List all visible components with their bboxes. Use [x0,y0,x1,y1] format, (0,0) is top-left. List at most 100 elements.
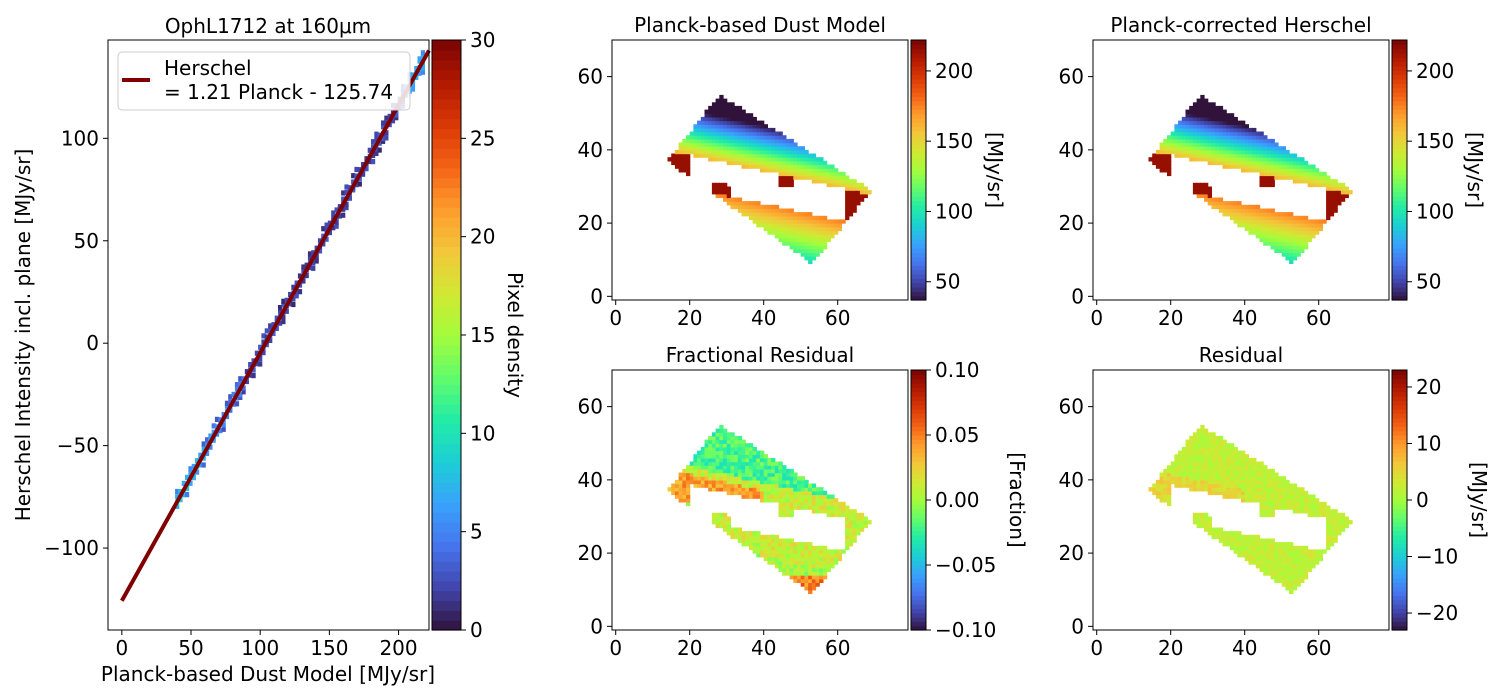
map-pixel [774,142,780,147]
map-pixel [1263,135,1268,140]
map-pixel [1263,168,1268,173]
map-pixel [771,472,776,477]
map-pixel [785,164,791,169]
map-pixel [711,190,717,195]
map-pixel [693,138,698,144]
map-pixel [1255,204,1261,210]
map-pixel [1196,450,1201,455]
map-pixel [778,215,783,221]
map-pixel [785,179,791,184]
density-cell [271,330,276,336]
map-pixel [752,142,757,147]
map-pixel [745,208,750,213]
density-cell [278,308,283,314]
colorbar-segment [1392,161,1407,167]
map-pixel [1237,476,1242,481]
colorbar-segment [1392,391,1407,397]
map-cells [1148,94,1353,264]
map-pixel [848,523,854,529]
map-pixel [793,479,798,485]
map-pixel [1263,490,1268,496]
colorbar-segment [911,439,926,445]
map-pixel [797,487,802,492]
map-pixel [763,124,768,129]
map-pixel [778,171,783,177]
map-pixel [1204,487,1209,492]
map-pixel [819,578,824,583]
map-pixel [752,461,757,466]
map-pixel [1233,164,1238,169]
map-pixel [1226,201,1231,206]
map-pixel [1329,520,1335,525]
map-pixel [1244,465,1249,470]
colorbar-segment [1392,539,1407,544]
density-cell [251,373,256,379]
map-pixel [1237,472,1242,477]
map-pixel [1200,523,1205,529]
map-pixel [715,435,720,441]
map-pixel [830,219,835,224]
map-pixel [1281,164,1286,169]
map-pixel [1192,127,1198,133]
map-pixel [1229,149,1235,155]
map-pixel [678,149,683,155]
map-pixel [1204,109,1209,114]
map-pixel [1229,443,1235,448]
map-pixel [1185,109,1190,114]
map-pixel [1333,534,1338,540]
colorbar-segment [911,282,926,288]
map-pixel [1289,490,1294,496]
map-pixel [767,553,772,558]
map-pixel [1226,461,1231,466]
map-pixel [1340,182,1346,188]
map-pixel [1270,509,1275,514]
map-pixel [697,127,702,133]
map-pixel [800,164,805,169]
colorbar-label: [MJy/sr] [983,132,1007,208]
map-pixel [1300,223,1305,228]
map-pixel [708,157,713,162]
map-pixel [1292,560,1298,565]
map-pixel [782,175,787,180]
map-pixel [785,149,791,155]
map-pixel [826,226,831,232]
map-pixel [804,479,809,485]
map-pixel [1244,164,1249,169]
map-pixel [1200,468,1205,474]
map-pixel [778,131,783,136]
map-pixel [678,142,683,147]
map-pixel [745,120,750,125]
map-pixel [734,457,739,463]
map-pixel [1174,465,1179,470]
map-pixel [1155,164,1161,169]
colorbar-segment [1392,469,1407,475]
map-pixel [1218,476,1224,481]
map-pixel [682,146,687,151]
map-pixel [1244,142,1249,147]
map-pixel [1222,149,1227,155]
map-pixel [1181,138,1187,144]
map-pixel [682,157,687,162]
map-pixel [830,168,835,173]
map-pixel [1263,465,1268,470]
map-pixel [1204,116,1209,122]
map-pixel [1307,501,1312,507]
map-pixel [1270,501,1275,507]
map-pixel [1270,146,1275,151]
map-pixel [1204,523,1209,529]
map-pixel [719,483,724,488]
map-pixel [1167,168,1172,173]
map-pixel [811,556,817,562]
map-pixel [830,549,835,554]
map-pixel [1207,201,1212,206]
map-pixel [752,120,757,125]
map-pixel [1292,490,1298,496]
map-pixel [763,534,768,540]
map-pixel [1181,124,1187,129]
map-pixel [723,516,728,521]
map-pixel [1263,142,1268,147]
map-pixel [793,157,798,162]
map-pixel [834,175,839,180]
map-pixel [730,465,735,470]
map-pixel [1270,208,1275,213]
